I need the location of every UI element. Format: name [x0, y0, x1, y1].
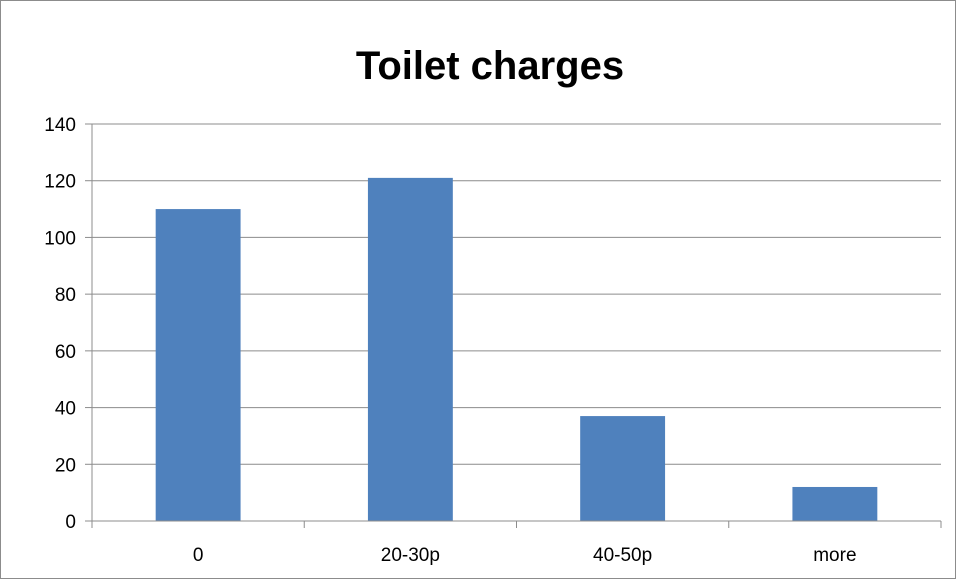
y-tick-label-20: 20	[55, 455, 76, 476]
x-tick-label-0: 0	[193, 545, 204, 566]
bars	[155, 177, 878, 522]
y-tick-label-80: 80	[55, 285, 76, 306]
bar-0	[155, 209, 241, 522]
chart-title: Toilet charges	[356, 44, 624, 88]
y-tick-label-0: 0	[65, 512, 76, 533]
y-tick-label-60: 60	[55, 342, 76, 363]
bar-40-50p	[580, 416, 666, 521]
bar-20-30p	[367, 177, 453, 521]
y-tick-labels: 0 20 40 60 80 100 120 140	[44, 115, 76, 533]
bar-more	[792, 486, 878, 521]
axes	[85, 123, 942, 528]
x-tick-label-40-50p: 40-50p	[593, 545, 652, 566]
y-tick-label-100: 100	[44, 228, 76, 249]
y-tick-label-40: 40	[55, 399, 76, 420]
x-tick-label-more: more	[813, 545, 856, 566]
x-tick-label-20-30p: 20-30p	[381, 545, 440, 566]
x-tick-labels: 0 20-30p 40-50p more	[193, 545, 857, 566]
y-tick-label-120: 120	[44, 172, 76, 193]
y-tick-label-140: 140	[44, 115, 76, 136]
